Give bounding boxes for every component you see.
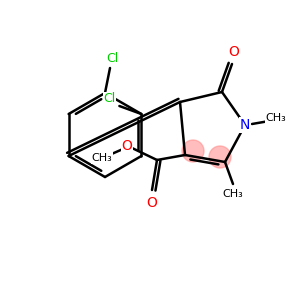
- Text: O: O: [147, 196, 158, 210]
- Text: N: N: [240, 118, 250, 132]
- Text: CH₃: CH₃: [92, 153, 112, 163]
- Text: Cl: Cl: [103, 92, 116, 106]
- Text: Cl: Cl: [106, 52, 118, 64]
- Circle shape: [182, 140, 204, 162]
- Circle shape: [209, 146, 231, 168]
- Text: CH₃: CH₃: [266, 113, 286, 123]
- Text: O: O: [229, 45, 239, 59]
- Text: CH₃: CH₃: [223, 189, 243, 199]
- Text: O: O: [122, 139, 132, 153]
